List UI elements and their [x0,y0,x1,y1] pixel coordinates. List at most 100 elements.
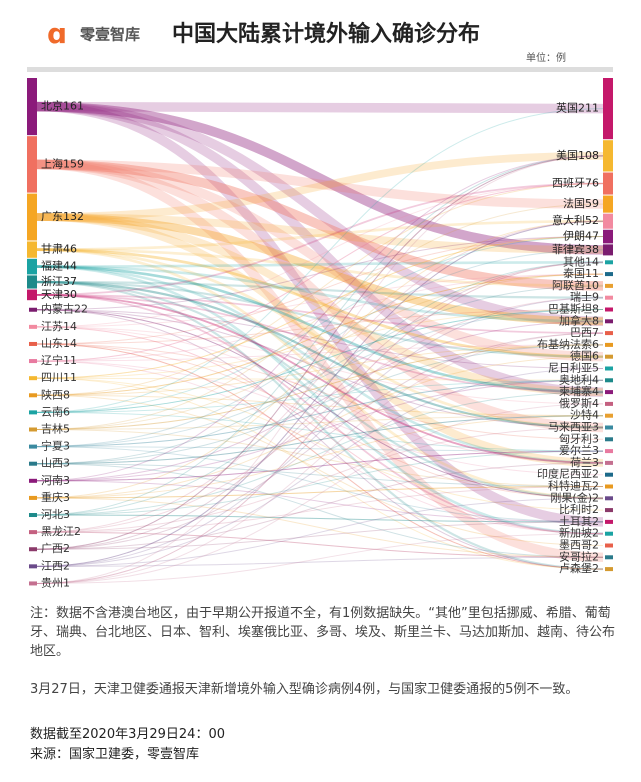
flow-ribbon [36,309,604,499]
flow-ribbon [36,265,604,394]
node-bar [605,437,613,442]
node-name: 英国 [556,101,578,115]
node-name: 内蒙古 [41,302,74,316]
node-value: 11 [63,371,77,384]
node-label: 浙江37 [41,275,77,288]
flow-ribbon [36,236,604,379]
node-name: 吉林 [41,421,63,435]
flow-ribbon [36,556,604,567]
flow-ribbon [36,101,604,255]
node-value: 76 [585,177,599,190]
node-value: 30 [63,288,77,301]
flow-ribbon [36,497,604,558]
node-bar [605,555,613,560]
node-label: 柬埔寨4 [559,384,599,398]
flow-ribbon [36,213,604,396]
node-value: 9 [592,291,599,304]
flow-ribbon [36,480,604,523]
node-value: 2 [592,562,599,575]
node-bar [29,307,37,312]
node-value: 4 [592,373,599,386]
node-bar [27,136,37,193]
node-bar [605,283,613,288]
node-bar [605,519,613,524]
node-bar [605,272,613,277]
flow-ribbon [36,332,604,550]
node-value: 3 [63,474,70,487]
flow-ribbon [36,280,604,429]
flow-ribbon [36,249,604,448]
node-label: 福建44 [41,259,77,273]
node-bar [605,331,613,336]
node-name: 贵州 [41,576,63,589]
node-label: 泰国11 [563,266,599,280]
node-label: 天津30 [41,288,77,301]
flow-ribbon [36,213,604,326]
flow-ribbon [36,343,604,440]
node-label: 上海159 [41,156,84,170]
flow-ribbon [36,514,604,523]
node-value: 6 [63,405,70,418]
node-bar [605,449,613,454]
node-value: 10 [585,279,599,292]
flow-ribbon [36,273,604,328]
flow-ribbon [36,151,604,221]
node-bar [605,342,613,347]
node-name: 江苏 [41,320,63,333]
flow-ribbon [36,450,604,482]
flow-ribbon [36,220,604,499]
flow-ribbon [36,379,604,448]
flow-ribbon [36,280,604,571]
flow-ribbon [36,182,604,296]
node-value: 1 [63,576,70,589]
node-value: 46 [63,243,77,256]
node-bar [603,213,613,229]
node-label: 其他14 [563,255,599,268]
flow-ribbon [36,236,604,345]
flow-ribbon [36,293,604,464]
flow-ribbon [36,159,604,291]
flow-ribbon [36,265,604,394]
node-bar [29,581,37,586]
flow-ribbon [36,533,604,584]
node-bar [29,461,37,466]
flow-ribbon [36,213,604,254]
node-name: 阿联酋 [552,278,585,292]
node-label: 黑龙江2 [41,525,81,538]
flow-ribbon [36,183,604,362]
node-label: 陕西8 [41,387,70,401]
node-name: 新加坡 [559,526,592,540]
node-value: 132 [63,210,84,223]
flow-ribbon [36,280,604,429]
node-bar [29,376,37,381]
node-label: 马来西亚3 [548,420,599,433]
node-name: 上海 [41,156,63,170]
node-name: 爱尔兰 [559,444,592,457]
node-bar [603,172,613,195]
node-value: 3 [63,508,70,521]
flow-ribbon [36,155,604,550]
node-name: 卢森堡 [559,561,592,575]
node-label: 甘肃46 [41,243,77,256]
flow-ribbon [36,462,604,550]
flow-ribbon [36,101,604,397]
node-value: 52 [585,214,599,227]
node-name: 沙特 [570,408,592,422]
flow-ribbon [36,101,604,327]
flow-ribbon [36,379,604,482]
node-name: 加拿大 [559,313,592,327]
node-name: 天津 [41,288,63,301]
node-value: 2 [592,479,599,492]
node-value: 2 [592,468,599,481]
flow-ribbon [36,394,604,417]
node-label: 墨西哥2 [559,538,599,551]
node-name: 泰国 [563,266,585,280]
flow-ribbon [36,309,604,428]
node-bar [603,229,613,244]
flow-ribbon [36,159,604,291]
node-name: 马来西亚 [548,420,592,433]
node-bar [27,78,37,136]
node-label: 巴西7 [570,326,599,339]
node-name: 西班牙 [552,177,585,190]
node-value: 6 [592,350,599,363]
